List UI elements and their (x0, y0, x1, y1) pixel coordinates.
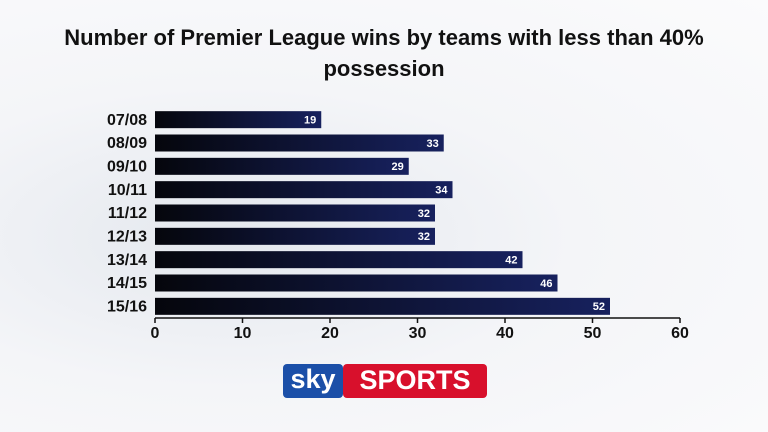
logo-right: SPORTS (359, 365, 470, 395)
value-label: 46 (540, 278, 552, 290)
y-tick-label: 08/09 (107, 135, 147, 152)
y-tick-label: 11/12 (108, 205, 147, 222)
value-label: 32 (418, 208, 430, 220)
bar (155, 297, 610, 315)
bar (155, 274, 558, 292)
chart-title: Number of Premier League wins by teams w… (64, 25, 704, 81)
value-label: 52 (593, 301, 605, 313)
logo-left-box (283, 364, 343, 398)
x-tick-label: 30 (409, 325, 427, 342)
logo: sky SPORTS (283, 364, 487, 398)
y-tick-label: 14/15 (107, 275, 147, 292)
bar (155, 181, 453, 199)
bar (155, 251, 523, 269)
bar (155, 204, 435, 222)
bar (155, 227, 435, 245)
value-label: 42 (505, 255, 517, 267)
x-tick-label: 0 (151, 325, 160, 342)
y-tick-label: 15/16 (107, 299, 147, 316)
y-tick-label: 10/11 (108, 182, 147, 199)
value-label: 29 (392, 161, 404, 173)
logo-left: sky (290, 364, 335, 394)
x-tick-label: 10 (234, 325, 252, 342)
bar (155, 111, 322, 129)
value-label: 34 (435, 185, 448, 197)
x-tick-label: 50 (584, 325, 602, 342)
bar (155, 157, 409, 175)
y-tick-label: 07/08 (107, 112, 147, 129)
logo-right-box (343, 364, 487, 398)
x-tick-label: 20 (321, 325, 339, 342)
y-tick-label: 09/10 (107, 159, 147, 176)
value-label: 19 (304, 115, 316, 127)
value-label: 33 (427, 138, 439, 150)
y-tick-label: 13/14 (107, 252, 147, 269)
bar (155, 134, 444, 152)
y-tick-label: 12/13 (107, 229, 147, 246)
value-label: 32 (418, 231, 430, 243)
x-tick-label: 60 (671, 325, 689, 342)
x-tick-label: 40 (496, 325, 514, 342)
